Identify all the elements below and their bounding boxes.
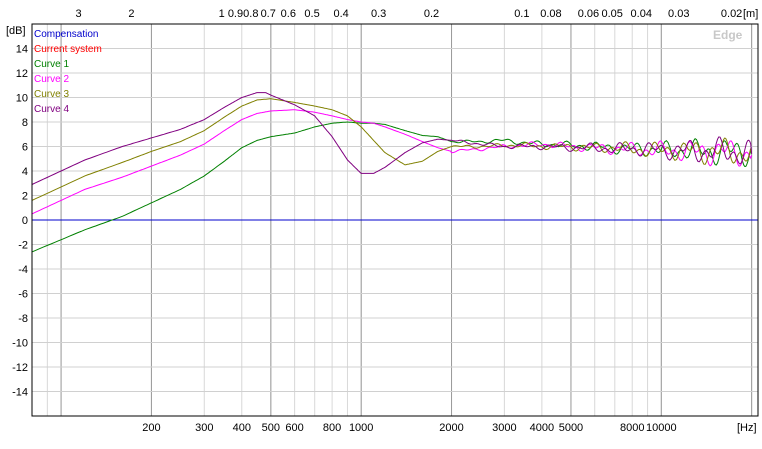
top-tick-label: 0.02 [721,8,742,20]
top-tick-label: 3 [75,8,81,20]
top-tick-label: 0.04 [631,8,652,20]
legend-item-curve-4: Curve 4 [34,104,69,115]
top-tick-label: 0.7 [261,8,276,20]
x-tick-label: 3000 [492,422,516,434]
top-tick-label: 0.1 [514,8,529,20]
top-tick-label: 0.4 [334,8,349,20]
top-tick-label: 0.6 [281,8,296,20]
legend-item-current-system: Current system [34,44,102,55]
x-tick-label: 4000 [530,422,554,434]
top-tick-label: 0.08 [540,8,561,20]
x-tick-label: 400 [233,422,251,434]
series-line-curve-3 [31,98,753,201]
top-tick-label: 2 [128,8,134,20]
y-tick-label: -10 [12,338,28,350]
top-tick-label: 0.3 [371,8,386,20]
legend: Compensation Current system Curve 1 Curve 2… [34,29,102,115]
legend-item-curve-3: Curve 3 [34,89,69,100]
top-tick-label: 0.2 [424,8,439,20]
top-tick-label: 0.06 [578,8,599,20]
y-tick-label: -12 [12,362,28,374]
y-tick-label: 14 [16,44,28,56]
x-tick-label: 800 [323,422,341,434]
y-tick-label: 2 [22,191,28,203]
edge-watermark: Edge [713,28,743,42]
y-tick-label: 4 [22,166,28,178]
y-tick-label: 10 [16,93,28,105]
y-unit-label: [dB] [6,25,26,37]
y-tick-label: 6 [22,142,28,154]
y-tick-label: -2 [18,240,28,252]
x-tick-label: 300 [195,422,213,434]
plot-frame [31,23,759,417]
legend-item-curve-1: Curve 1 [34,59,69,70]
series-line-curve-2 [31,109,753,215]
y-tick-label: 0 [22,215,28,227]
legend-item-curve-2: Curve 2 [34,74,69,85]
x-tick-label: 200 [142,422,160,434]
y-tick-label: -6 [18,289,28,301]
top-tick-label: 1 [219,8,225,20]
x-tick-label: 1000 [349,422,373,434]
y-tick-label: -4 [18,264,28,276]
y-tick-label: -8 [18,313,28,325]
top-tick-label: 0.03 [668,8,689,20]
legend-item-compensation: Compensation [34,29,98,40]
x-tick-label: 8000 [620,422,644,434]
series-line-curve-4 [31,92,753,185]
top-tick-label: 0.9 [228,8,243,20]
top-tick-label: 0.05 [601,8,622,20]
top-tick-label: 0.8 [243,8,258,20]
y-tick-label: 8 [22,117,28,129]
x-tick-label: 500 [262,422,280,434]
x-tick-label: 600 [285,422,303,434]
series-layer [31,92,758,253]
y-tick-label: 12 [16,68,28,80]
top-unit-label: [m] [743,8,758,20]
x-unit-label: [Hz] [737,422,757,434]
top-tick-label: 0.5 [304,8,319,20]
x-tick-label: 2000 [439,422,463,434]
y-tick-label: -14 [12,387,28,399]
x-tick-label: 10000 [646,422,677,434]
x-tick-label: 5000 [559,422,583,434]
